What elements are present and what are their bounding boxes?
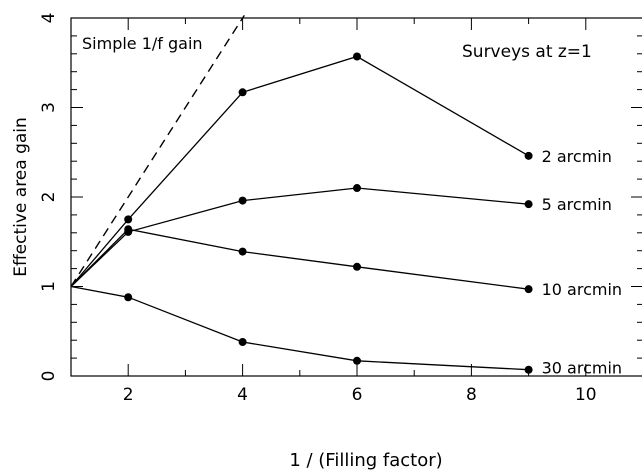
y-tick-label: 4 bbox=[39, 13, 59, 24]
data-point bbox=[238, 88, 247, 97]
y-tick-label: 3 bbox=[39, 102, 59, 113]
annotation-top-right: Surveys at z=1 bbox=[462, 42, 592, 62]
data-point bbox=[353, 356, 361, 365]
series-label: 30 arcmin bbox=[542, 359, 622, 378]
annotation-top-left: Simple 1/f gain bbox=[82, 34, 203, 53]
series-lines bbox=[70, 55, 529, 371]
data-point bbox=[524, 285, 533, 294]
x-tick-label: 10 bbox=[575, 385, 597, 405]
data-point bbox=[353, 262, 361, 271]
x-tick-label: 6 bbox=[352, 385, 363, 405]
data-point bbox=[524, 200, 533, 209]
data-point bbox=[524, 365, 533, 374]
x-tick-label: 8 bbox=[466, 385, 477, 405]
series-line bbox=[70, 285, 529, 371]
series-line bbox=[70, 187, 529, 287]
series-labels: 2 arcmin 5 arcmin 10 arcmin 30 arcmin bbox=[542, 147, 622, 378]
series-line bbox=[70, 55, 529, 287]
series-label: 5 arcmin bbox=[542, 195, 612, 214]
y-axis-label: Effective area gain bbox=[11, 117, 31, 277]
data-point bbox=[238, 196, 247, 205]
x-tick-label: 4 bbox=[237, 385, 248, 405]
series-line bbox=[70, 228, 529, 290]
x-tick-label: 2 bbox=[123, 385, 134, 405]
data-point bbox=[238, 247, 247, 256]
ticks bbox=[70, 17, 642, 377]
data-point bbox=[124, 225, 133, 234]
simple-gain-reference-line bbox=[70, 14, 245, 287]
data-point bbox=[353, 184, 361, 193]
y-tick-label: 1 bbox=[39, 281, 59, 292]
y-tick-label: 0 bbox=[39, 371, 59, 382]
data-point bbox=[238, 337, 247, 346]
data-point bbox=[524, 151, 533, 160]
data-point bbox=[124, 293, 133, 302]
series-points bbox=[124, 52, 533, 374]
tick-labels: 2 4 6 8 10 0 1 2 3 4 bbox=[39, 13, 597, 405]
data-point bbox=[124, 215, 133, 224]
y-tick-label: 2 bbox=[39, 192, 59, 203]
series-label: 10 arcmin bbox=[542, 280, 622, 299]
series-label: 2 arcmin bbox=[542, 147, 612, 166]
data-point bbox=[353, 52, 361, 61]
x-axis-label: 1 / (Filling factor) bbox=[289, 450, 442, 471]
